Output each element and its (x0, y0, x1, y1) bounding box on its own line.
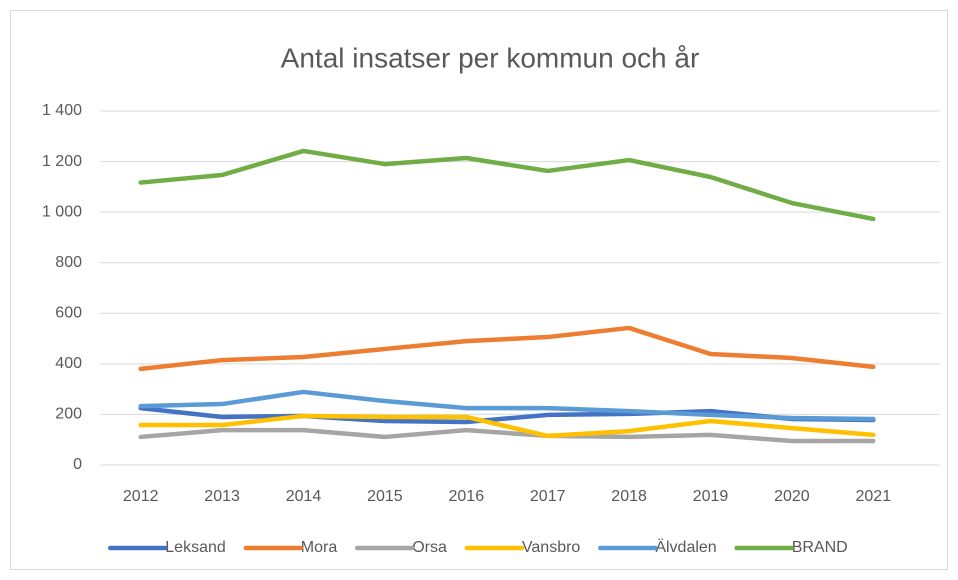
x-tick-label: 2013 (204, 488, 240, 505)
legend-label: Leksand (165, 539, 226, 556)
series-line (138, 148, 876, 222)
series-line (138, 427, 876, 444)
y-tick-label: 1 400 (42, 102, 82, 119)
y-tick-label: 200 (55, 406, 82, 423)
legend-label: Älvdalen (655, 538, 716, 556)
y-tick-label: 0 (73, 456, 82, 473)
legend-label: Vansbro (522, 539, 581, 556)
y-tick-label: 1 200 (42, 153, 82, 170)
x-tick-label: 2015 (367, 488, 403, 505)
x-tick-label: 2018 (611, 488, 647, 505)
x-tick-label: 2017 (530, 488, 566, 505)
legend-label: Orsa (412, 539, 447, 556)
y-tick-label: 400 (55, 355, 82, 372)
legend-label: Mora (301, 539, 338, 556)
x-tick-label: 2020 (774, 488, 810, 505)
y-tick-label: 800 (55, 254, 82, 271)
legend-label: BRAND (792, 539, 848, 556)
x-tick-label: 2014 (286, 488, 322, 505)
series-line (138, 325, 876, 372)
y-tick-label: 600 (55, 305, 82, 322)
series-line (138, 389, 876, 422)
y-tick-label: 1 000 (42, 203, 82, 220)
chart-title: Antal insatser per kommun och år (281, 42, 700, 73)
x-tick-label: 2021 (856, 488, 892, 505)
x-tick-label: 2012 (123, 488, 159, 505)
series-line (138, 413, 876, 439)
chart-border (10, 10, 948, 570)
x-tick-label: 2019 (693, 488, 729, 505)
x-tick-label: 2016 (449, 488, 485, 505)
